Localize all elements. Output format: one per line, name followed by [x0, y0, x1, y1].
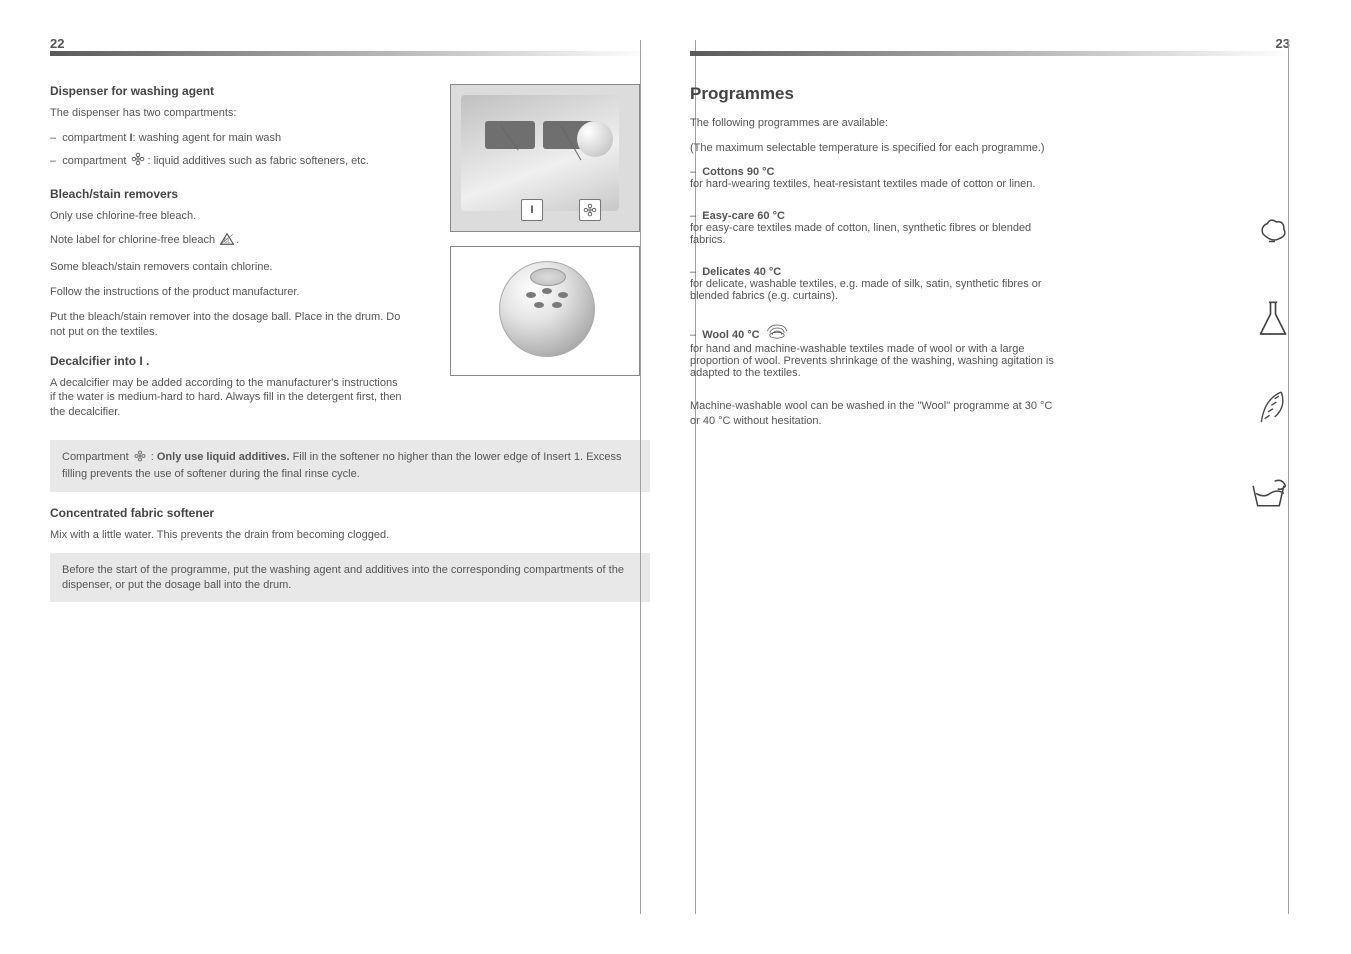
ball-hole	[552, 302, 562, 308]
prog-desc: for delicate, washable textiles, e.g. ma…	[690, 278, 1042, 302]
heading-dispenser: Dispenser for washing agent	[50, 84, 405, 98]
ball-holes-group	[520, 284, 576, 314]
right-outer-edge	[1288, 40, 1289, 914]
bleach-4: Follow the instructions of the product m…	[50, 285, 405, 300]
svg-text:CL: CL	[224, 239, 231, 245]
right-icon-column	[1230, 84, 1290, 548]
ball-hole	[542, 288, 552, 294]
prog-desc: for hard-wearing textiles, heat-resistan…	[690, 178, 1035, 190]
prog-desc: for hand and machine-washable textiles m…	[690, 343, 1054, 379]
bleach-1: Only use chlorine-free bleach.	[50, 209, 405, 224]
figure-dispenser: I	[450, 84, 640, 232]
divider-bar-left	[50, 51, 650, 56]
prog-name: Delicates 40 °C	[702, 266, 781, 278]
callout-softener: Compartment : Only use liquid additives.…	[50, 440, 650, 492]
figure-dosage-ball	[450, 246, 640, 376]
programmes-max-note: (The maximum selectable temperature is s…	[690, 141, 1060, 156]
left-page-edge	[640, 40, 641, 914]
prog-name: Cottons 90 °C	[702, 166, 774, 178]
page-number-left: 22	[50, 36, 650, 51]
ball-hole	[558, 292, 568, 298]
bleach-2: Note label for chlorine-free bleach	[50, 234, 218, 246]
ball-hole	[534, 302, 544, 308]
heading-bleach: Bleach/stain removers	[50, 187, 405, 201]
bleach-5: Put the bleach/stain remover into the do…	[50, 310, 405, 340]
divider-bar-right	[690, 51, 1290, 56]
page-right: 23 Programmes The following programmes a…	[690, 0, 1290, 954]
programme-wool: – Wool 40 °C for hand and machine-washab…	[690, 322, 1060, 379]
prog-name: Wool 40 °C	[702, 329, 759, 341]
left-figure-column: I	[450, 84, 650, 376]
dispenser-slot-1	[485, 121, 535, 149]
heading-soft: Concentrated fabric softener	[50, 506, 650, 520]
programme-easycare: – Easy-care 60 °C for easy-care textiles…	[690, 210, 1060, 246]
bleach-2-wrap: Note label for chlorine-free bleach CL .	[50, 233, 405, 250]
prog-desc: for easy-care textiles made of cotton, l…	[690, 222, 1031, 246]
flower-icon	[134, 450, 146, 467]
callout-before-start: Before the start of the programme, put t…	[50, 553, 650, 603]
prog-name: Easy-care 60 °C	[702, 210, 785, 222]
wool-icon	[765, 322, 789, 343]
ball-hole	[526, 292, 536, 298]
callout1-text: Fill in the softener no higher than the …	[62, 451, 622, 480]
compartment-flower-row: – compartment : liquid additives such as…	[50, 152, 405, 171]
cotton-icon	[1230, 196, 1290, 266]
bleach-3: Some bleach/stain removers contain chlor…	[50, 260, 405, 275]
dispenser-knob	[577, 121, 613, 157]
bleach-triangle-icon: CL	[220, 233, 234, 250]
flower-icon	[131, 152, 145, 171]
comp-i-text: : washing agent for main wash	[133, 132, 282, 144]
comp-flower-text: : liquid additives such as fabric soften…	[147, 155, 368, 167]
wool-footnote: Machine-washable wool can be washed in t…	[690, 399, 1060, 429]
left-text-column: Dispenser for washing agent The dispense…	[50, 84, 405, 430]
heading-programmes: Programmes	[690, 84, 1060, 104]
heading-decalcifier: Decalcifier into I .	[50, 354, 405, 368]
callout1-lead: Compartment	[62, 451, 132, 463]
badge-compartment-flower	[579, 199, 601, 221]
decalcifier-text: A decalcifier may be added according to …	[50, 376, 405, 421]
dosage-ball-shape	[499, 261, 595, 357]
page-number-right: 23	[690, 36, 1290, 51]
programme-delicates: – Delicates 40 °C for delicate, washable…	[690, 266, 1060, 302]
badge-compartment-i: I	[521, 199, 543, 221]
programmes-intro: The following programmes are available:	[690, 116, 1060, 131]
flask-icon	[1230, 284, 1290, 354]
right-text-column: Programmes The following programmes are …	[690, 84, 1060, 428]
callout1-bold: Only use liquid additives.	[157, 451, 293, 463]
page-left: 22 Dispenser for washing agent The dispe…	[50, 0, 650, 954]
soft-text: Mix with a little water. This prevents t…	[50, 528, 650, 543]
programme-cottons: – Cottons 90 °C for hard-wearing textile…	[690, 166, 1060, 190]
handwash-icon	[1230, 460, 1290, 530]
dispenser-intro: The dispenser has two compartments:	[50, 106, 405, 121]
dispenser-body-shape	[461, 95, 619, 211]
feather-icon	[1230, 372, 1290, 442]
compartment-i-row: – compartment I: washing agent for main …	[50, 131, 405, 146]
